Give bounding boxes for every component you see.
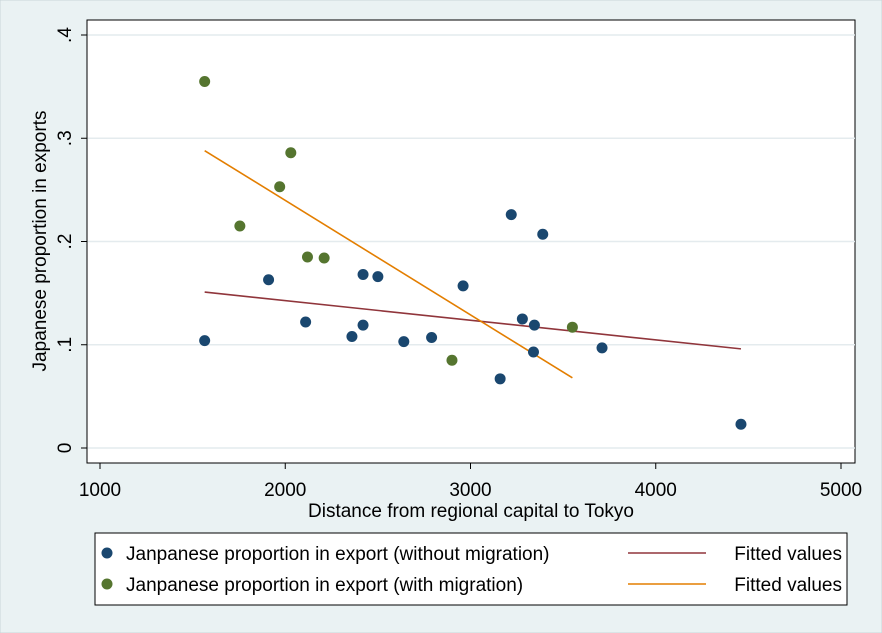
point-without-migration	[516, 313, 528, 325]
point-without-migration	[300, 316, 312, 328]
y-tick-label: .3	[55, 130, 76, 146]
point-without-migration	[596, 342, 608, 354]
x-tick-label: 3000	[449, 480, 491, 501]
legend-marker-with-migration	[101, 578, 113, 590]
y-tick-label: 0	[55, 443, 76, 454]
point-with-migration	[199, 75, 211, 87]
y-tick-label: .1	[55, 337, 76, 353]
x-tick-label: 2000	[264, 480, 306, 501]
point-without-migration	[735, 418, 747, 430]
point-with-migration	[274, 181, 286, 193]
fitted-line-1	[204, 291, 742, 350]
point-without-migration	[494, 373, 506, 385]
point-without-migration	[527, 346, 539, 358]
data-series	[199, 75, 747, 430]
axes: 0 .1 .2 .3 .4 1000 2000 3000 4000 5000	[55, 20, 862, 501]
legend-label-without-migration: Janpanese proportion in export (without …	[126, 544, 550, 565]
legend-box	[94, 532, 848, 606]
x-axis-title: Distance from regional capital to Tokyo	[308, 501, 634, 522]
legend-marker-without-migration	[101, 547, 113, 559]
point-with-migration	[446, 354, 458, 366]
point-with-migration	[318, 252, 330, 264]
y-tick-label: .2	[55, 234, 76, 250]
point-without-migration	[537, 228, 549, 240]
point-with-migration	[285, 147, 297, 159]
x-tick-label: 5000	[820, 480, 862, 501]
legend-label-fit-with-migration: Fitted values	[734, 575, 842, 596]
point-without-migration	[528, 319, 540, 331]
y-axis-title: Japanese proportion in exports	[30, 111, 51, 372]
point-without-migration	[398, 336, 410, 348]
point-without-migration	[426, 332, 438, 344]
legend: Janpanese proportion in export (without …	[94, 532, 848, 606]
point-with-migration	[301, 251, 313, 263]
x-tick-label: 4000	[635, 480, 677, 501]
point-with-migration	[234, 220, 246, 232]
point-without-migration	[199, 335, 211, 347]
gridlines	[87, 34, 855, 449]
point-without-migration	[372, 271, 384, 283]
fitted-line-2	[204, 149, 573, 379]
x-tick-label: 1000	[79, 480, 121, 501]
point-without-migration	[505, 209, 517, 221]
point-without-migration	[357, 319, 369, 331]
legend-label-fit-without-migration: Fitted values	[734, 544, 842, 565]
point-without-migration	[457, 280, 469, 292]
point-without-migration	[346, 330, 358, 342]
y-tick-label: .4	[55, 27, 76, 43]
point-without-migration	[263, 274, 275, 286]
point-without-migration	[357, 269, 369, 281]
point-with-migration	[566, 321, 578, 333]
legend-label-with-migration: Janpanese proportion in export (with mig…	[126, 575, 523, 596]
